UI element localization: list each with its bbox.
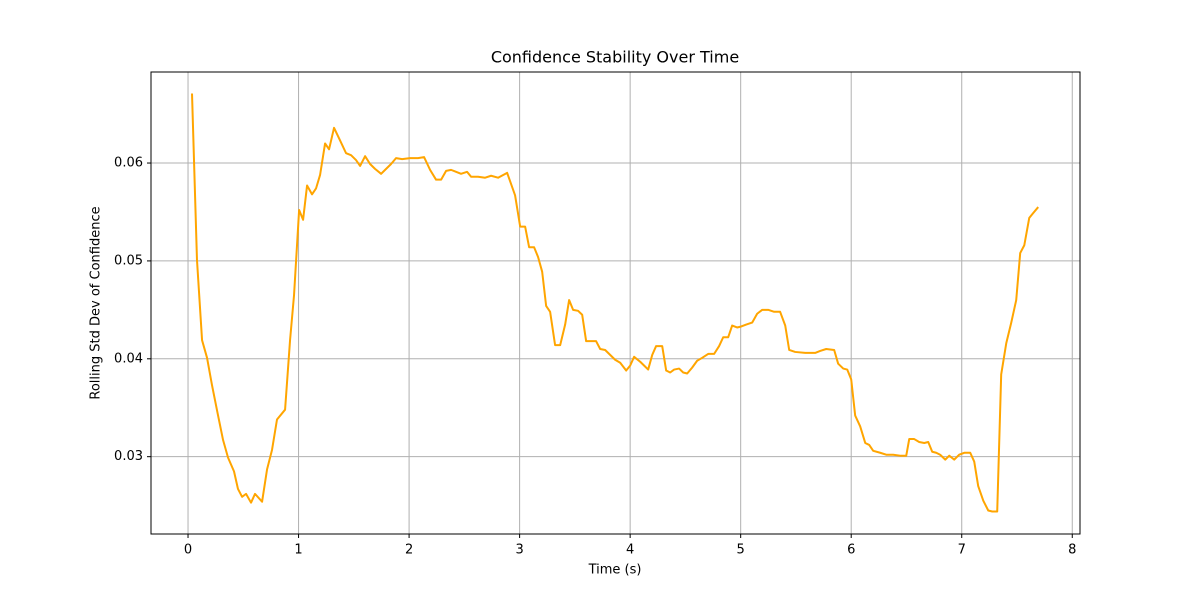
chart-title: Confidence Stability Over Time — [491, 48, 739, 67]
x-tick-label: 4 — [626, 543, 634, 558]
x-tick-label: 2 — [405, 543, 413, 558]
x-tick-label: 1 — [294, 543, 302, 558]
x-tick-label: 7 — [958, 543, 966, 558]
y-tick-label: 0.05 — [114, 253, 143, 268]
y-axis-label: Rolling Std Dev of Confidence — [89, 206, 104, 399]
plot-frame — [150, 71, 1081, 535]
x-tick-label: 3 — [515, 543, 523, 558]
y-tick-label: 0.06 — [114, 156, 143, 171]
x-tick-label: 5 — [737, 543, 745, 558]
data-line — [191, 93, 1039, 513]
x-tick-label: 6 — [847, 543, 855, 558]
y-tick-label: 0.03 — [114, 449, 143, 464]
x-axis-label: Time (s) — [588, 563, 642, 578]
y-tick-label: 0.04 — [114, 351, 143, 366]
x-tick-label: 8 — [1068, 543, 1076, 558]
x-tick-label: 0 — [184, 543, 192, 558]
